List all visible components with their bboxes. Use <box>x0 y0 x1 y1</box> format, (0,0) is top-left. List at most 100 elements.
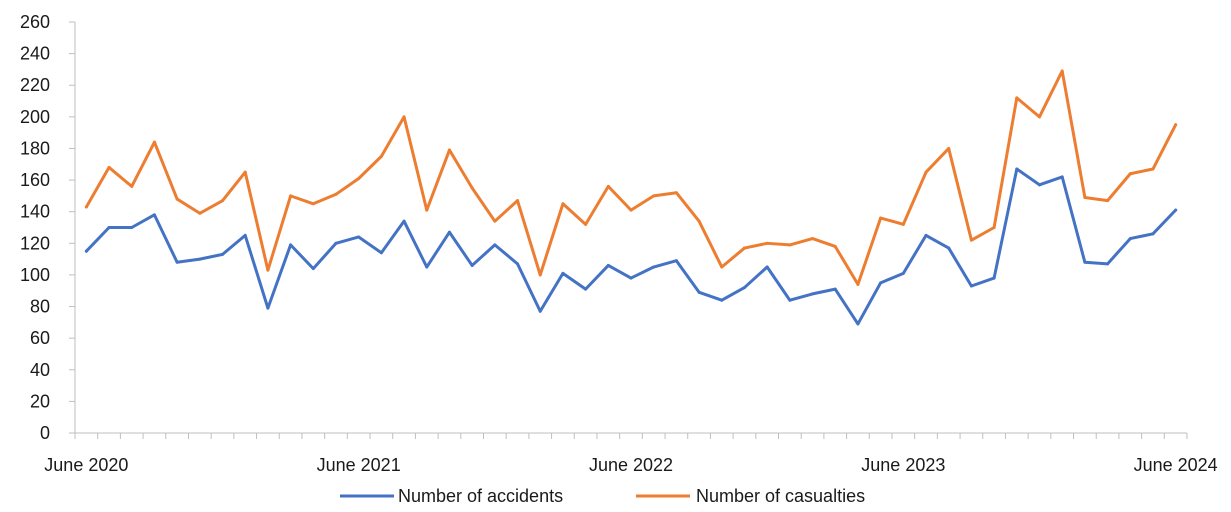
data-point <box>516 199 520 203</box>
data-point <box>130 184 134 188</box>
data-point <box>425 265 429 269</box>
x-tick-label: June 2024 <box>1134 455 1218 475</box>
data-point <box>175 197 179 201</box>
data-point <box>720 298 724 302</box>
y-tick-label: 120 <box>20 233 50 253</box>
data-point <box>901 271 905 275</box>
legend: Number of accidents Number of casualties <box>340 486 865 506</box>
data-point <box>811 292 815 296</box>
data-point <box>152 140 156 144</box>
y-tick-label: 260 <box>20 12 50 32</box>
data-point <box>901 222 905 226</box>
data-point <box>221 199 225 203</box>
data-point <box>947 146 951 150</box>
data-point <box>425 208 429 212</box>
data-point <box>107 226 111 229</box>
data-point <box>198 257 202 261</box>
data-point <box>152 213 156 217</box>
data-point <box>493 243 497 247</box>
data-point <box>1083 260 1087 264</box>
data-point <box>357 235 361 239</box>
data-point <box>652 265 656 269</box>
legend-label: Number of casualties <box>696 486 865 506</box>
series-1 <box>84 167 1178 326</box>
data-point <box>289 243 293 247</box>
data-point <box>379 251 383 255</box>
data-point <box>584 222 588 226</box>
data-point <box>561 271 565 275</box>
data-point <box>470 263 474 267</box>
data-point <box>402 219 406 223</box>
y-tick-label: 180 <box>20 138 50 158</box>
data-point <box>311 202 315 206</box>
data-point <box>1015 96 1019 100</box>
data-point <box>1037 183 1041 187</box>
data-point <box>856 282 860 286</box>
data-point <box>84 249 88 253</box>
data-point <box>402 115 406 119</box>
data-point <box>516 262 520 266</box>
y-tick-label: 40 <box>30 360 50 380</box>
data-point <box>947 246 951 250</box>
y-tick-label: 140 <box>20 202 50 222</box>
x-tick-label: June 2020 <box>44 455 128 475</box>
data-point <box>833 287 837 291</box>
x-tick-label: June 2023 <box>861 455 945 475</box>
data-point <box>879 216 883 220</box>
data-point <box>742 246 746 250</box>
data-point <box>1106 262 1110 266</box>
legend-item: Number of casualties <box>636 486 865 506</box>
data-point <box>1015 167 1019 171</box>
data-point <box>493 219 497 223</box>
data-point <box>334 241 338 245</box>
legend-item: Number of accidents <box>340 486 563 506</box>
data-point <box>720 265 724 269</box>
data-point <box>289 194 293 198</box>
data-point <box>1151 167 1155 171</box>
y-tick-label: 240 <box>20 44 50 64</box>
data-point <box>584 287 588 291</box>
data-point <box>856 322 860 326</box>
series-2 <box>84 69 1178 286</box>
data-point <box>765 265 769 269</box>
data-point <box>629 276 633 280</box>
data-point <box>447 230 451 234</box>
legend-label: Number of accidents <box>398 486 563 506</box>
data-point <box>992 276 996 280</box>
data-point <box>379 154 383 158</box>
y-axis: 0 20 40 60 80 100 120 140 160 180 200 220 240 260 <box>20 12 76 443</box>
data-point <box>765 241 769 245</box>
y-tick-label: 200 <box>20 107 50 127</box>
data-point <box>992 226 996 229</box>
data-point <box>175 260 179 264</box>
data-point <box>1128 172 1132 176</box>
data-point <box>357 176 361 180</box>
x-tick-label: June 2022 <box>589 455 673 475</box>
data-point <box>1128 237 1132 241</box>
data-point <box>924 233 928 237</box>
data-point <box>742 286 746 290</box>
data-point <box>697 219 701 223</box>
data-point <box>674 259 678 263</box>
data-point <box>879 281 883 285</box>
data-point <box>833 244 837 248</box>
data-point <box>84 205 88 209</box>
data-point <box>652 194 656 198</box>
data-point <box>674 191 678 195</box>
data-point <box>1060 175 1064 179</box>
y-tick-label: 80 <box>30 297 50 317</box>
x-axis: June 2020 June 2021 June 2022 June 2023 June… <box>44 432 1218 475</box>
data-point <box>243 170 247 174</box>
data-point <box>788 298 792 302</box>
y-tick-label: 20 <box>30 391 50 411</box>
data-point <box>243 233 247 237</box>
y-tick-label: 60 <box>30 328 50 348</box>
data-point <box>107 165 111 169</box>
data-point <box>447 148 451 152</box>
data-point <box>334 192 338 196</box>
data-point <box>1151 232 1155 236</box>
y-tick-label: 100 <box>20 265 50 285</box>
data-point <box>130 226 134 229</box>
data-point <box>788 243 792 247</box>
data-point <box>561 202 565 206</box>
